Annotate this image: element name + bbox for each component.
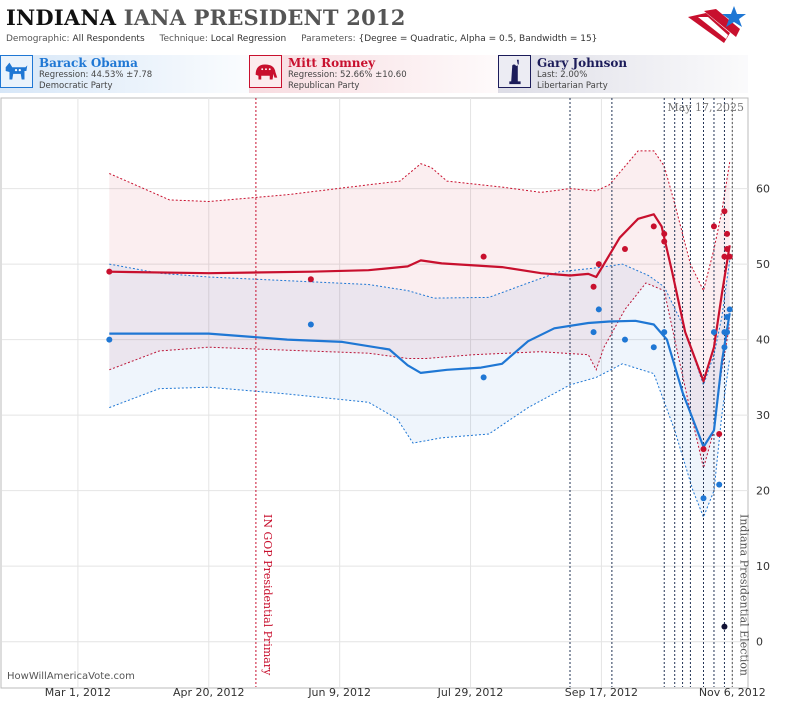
lower-bound-line xyxy=(109,282,731,469)
donkey-icon xyxy=(0,55,33,88)
poll-point xyxy=(700,446,707,453)
poll-points xyxy=(106,208,733,630)
poll-point xyxy=(724,230,731,237)
y-tick-label: 20 xyxy=(756,485,770,498)
statue-of-liberty-icon xyxy=(498,55,531,88)
poll-point xyxy=(724,246,731,253)
event-label: Indiana Presidential Election xyxy=(737,514,750,676)
poll-point xyxy=(721,208,728,215)
candidate-regression: Regression: 52.66% ±10.60 xyxy=(288,70,407,80)
poll-point xyxy=(721,344,728,351)
poll-point xyxy=(621,336,628,343)
y-tick-label: 40 xyxy=(756,334,770,347)
poll-point xyxy=(480,374,487,381)
y-tick-label: 60 xyxy=(756,183,770,196)
watermark: HowWillAmericaVote.com xyxy=(7,671,135,682)
trend-line xyxy=(109,213,731,383)
chart-header: INDIANA IANA PRESIDENT 2012 Demographic:… xyxy=(0,0,789,54)
plot-frame xyxy=(0,97,749,689)
y-tick-label: 0 xyxy=(756,636,763,649)
poll-point xyxy=(650,344,657,351)
candidate-last: Last: 2.00% xyxy=(537,70,588,80)
chart-title: INDIANA IANA PRESIDENT 2012 xyxy=(6,5,406,30)
poll-point xyxy=(710,223,717,230)
x-tick-label: Jul 29, 2012 xyxy=(437,686,504,699)
lower-bound-line xyxy=(109,358,731,519)
upper-bound-line xyxy=(109,150,731,293)
poll-point xyxy=(721,623,728,630)
technique-value: Local Regression xyxy=(210,34,287,44)
poll-point xyxy=(726,253,733,260)
poll-point xyxy=(590,329,597,336)
poll-point xyxy=(480,253,487,260)
event-lines: IN GOP Presidential Primary Indiana Presi… xyxy=(255,98,750,687)
candidate-party: Libertarian Party xyxy=(537,81,608,91)
trend-line xyxy=(109,313,731,448)
poll-point xyxy=(721,253,728,260)
technique-label: Technique: xyxy=(159,34,208,44)
poll-point xyxy=(716,431,723,438)
candidate-party: Republican Party xyxy=(288,81,360,91)
demographic-value: All Respondents xyxy=(72,34,145,44)
x-tick-label: Mar 1, 2012 xyxy=(45,686,111,699)
axis-labels: 0 10 20 30 40 50 60 Mar 1, 2012 Apr 20, 2012 Jun … xyxy=(45,183,770,699)
poll-point xyxy=(307,276,314,283)
poll-point xyxy=(661,238,668,245)
y-tick-label: 10 xyxy=(756,560,770,573)
poll-point xyxy=(700,495,707,502)
elephant-icon xyxy=(249,55,282,88)
poll-point xyxy=(595,261,602,268)
poll-point xyxy=(724,329,731,336)
candidate-romney: Mitt Romney Regression: 52.66% ±10.60 Re… xyxy=(249,55,499,93)
parameters-label: Parameters: xyxy=(301,34,356,44)
candidate-bar: Barack Obama Regression: 44.53% ±7.78 De… xyxy=(0,55,789,93)
poll-point xyxy=(106,336,113,343)
date-stamp: May 17, 2025 xyxy=(667,101,744,114)
confidence-band xyxy=(109,150,730,468)
x-tick-label: Apr 20, 2012 xyxy=(173,686,245,699)
gridlines xyxy=(2,98,748,687)
parameters-row: Demographic: All Respondents Technique: … xyxy=(6,34,597,44)
poll-point xyxy=(661,329,668,336)
poll-point xyxy=(710,329,717,336)
poll-chart: IN GOP Presidential Primary Indiana Presi… xyxy=(0,97,770,699)
x-tick-label: Nov 6, 2012 xyxy=(699,686,766,699)
candidate-name: Mitt Romney xyxy=(288,56,376,70)
candidate-johnson: Gary Johnson Last: 2.00% Libertarian Par… xyxy=(498,55,748,93)
candidate-name: Barack Obama xyxy=(39,56,138,70)
poll-point xyxy=(726,306,733,313)
poll-point xyxy=(621,246,628,253)
title-race: IANA PRESIDENT 2012 xyxy=(123,5,406,30)
demographic-label: Demographic: xyxy=(6,34,70,44)
candidate-obama: Barack Obama Regression: 44.53% ±7.78 De… xyxy=(0,55,250,93)
poll-point xyxy=(106,268,113,275)
trend-lines xyxy=(109,213,731,448)
confidence-band xyxy=(109,260,730,518)
poll-point xyxy=(724,313,731,320)
x-tick-label: Jun 9, 2012 xyxy=(307,686,371,699)
event-label: IN GOP Presidential Primary xyxy=(261,514,274,676)
poll-point xyxy=(716,481,723,488)
candidate-party: Democratic Party xyxy=(39,81,113,91)
poll-point xyxy=(307,321,314,328)
upper-bound-line xyxy=(109,260,731,387)
poll-point xyxy=(650,223,657,230)
y-tick-label: 50 xyxy=(756,258,770,271)
x-tick-label: Sep 17, 2012 xyxy=(565,686,638,699)
y-tick-label: 30 xyxy=(756,409,770,422)
poll-point xyxy=(661,230,668,237)
title-state: INDIANA xyxy=(6,5,117,30)
parameters-value: {Degree = Quadratic, Alpha = 0.5, Bandwi… xyxy=(358,34,598,44)
poll-point xyxy=(595,306,602,313)
candidate-name: Gary Johnson xyxy=(537,56,628,70)
stars-stripes-logo-icon xyxy=(688,6,746,43)
candidate-regression: Regression: 44.53% ±7.78 xyxy=(39,70,153,80)
poll-point xyxy=(590,283,597,290)
